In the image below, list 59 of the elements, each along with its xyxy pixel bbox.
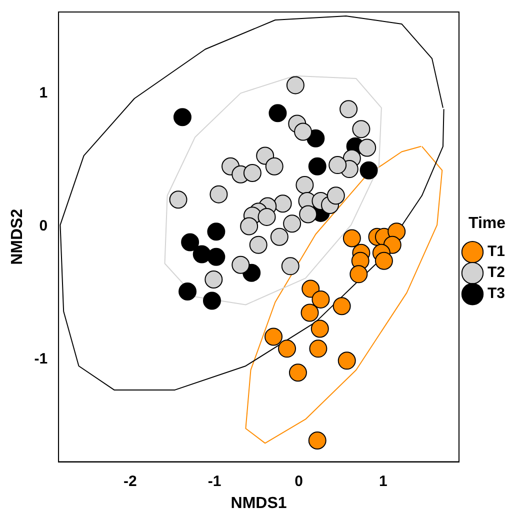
- point: [202, 292, 221, 310]
- point: [350, 265, 368, 284]
- point: [286, 76, 304, 94]
- y-axis-title: NMDS2: [9, 208, 26, 265]
- point: [296, 176, 314, 194]
- point: [338, 352, 356, 370]
- x-axis-title: NMDS1: [230, 494, 287, 512]
- point: [300, 304, 319, 322]
- point: [265, 157, 284, 176]
- y-tick-label: 1: [39, 84, 48, 102]
- legend-label: T3: [487, 285, 506, 302]
- legend-label: T1: [487, 243, 506, 260]
- legend-title: Time: [468, 214, 506, 232]
- point: [288, 364, 307, 382]
- point: [352, 120, 370, 138]
- point: [243, 164, 262, 182]
- point: [192, 245, 211, 264]
- point: [294, 122, 312, 141]
- point: [258, 208, 276, 226]
- point: [240, 217, 258, 236]
- y-tick-label: -1: [34, 350, 48, 368]
- point: [374, 252, 393, 270]
- x-tick-label: -1: [208, 472, 222, 490]
- point: [308, 432, 326, 450]
- point: [312, 290, 330, 308]
- point: [340, 100, 358, 118]
- point: [302, 280, 320, 298]
- point: [283, 214, 302, 233]
- point: [310, 320, 329, 338]
- point: [308, 157, 326, 176]
- point: [342, 229, 361, 248]
- point: [299, 205, 318, 224]
- point: [281, 257, 300, 276]
- x-tick-label: -2: [124, 472, 137, 490]
- point: [332, 297, 351, 316]
- point: [249, 236, 268, 254]
- y-tick-label: 0: [39, 217, 48, 234]
- point: [207, 222, 226, 241]
- point: [181, 233, 200, 252]
- point: [360, 161, 378, 180]
- point: [173, 108, 192, 126]
- point: [268, 104, 287, 122]
- point: [309, 340, 328, 358]
- x-tick-label: 1: [378, 472, 388, 490]
- point: [264, 328, 283, 346]
- point: [169, 190, 188, 209]
- x-tick-label: 0: [294, 472, 303, 490]
- legend-label: T2: [487, 264, 506, 282]
- point: [358, 138, 376, 157]
- point: [232, 256, 250, 274]
- point: [278, 340, 296, 358]
- point: [274, 194, 292, 213]
- point: [207, 248, 226, 266]
- point: [204, 270, 223, 288]
- point: [326, 186, 345, 205]
- point: [178, 282, 197, 300]
- point: [270, 228, 288, 246]
- point: [210, 185, 228, 204]
- point: [328, 156, 347, 174]
